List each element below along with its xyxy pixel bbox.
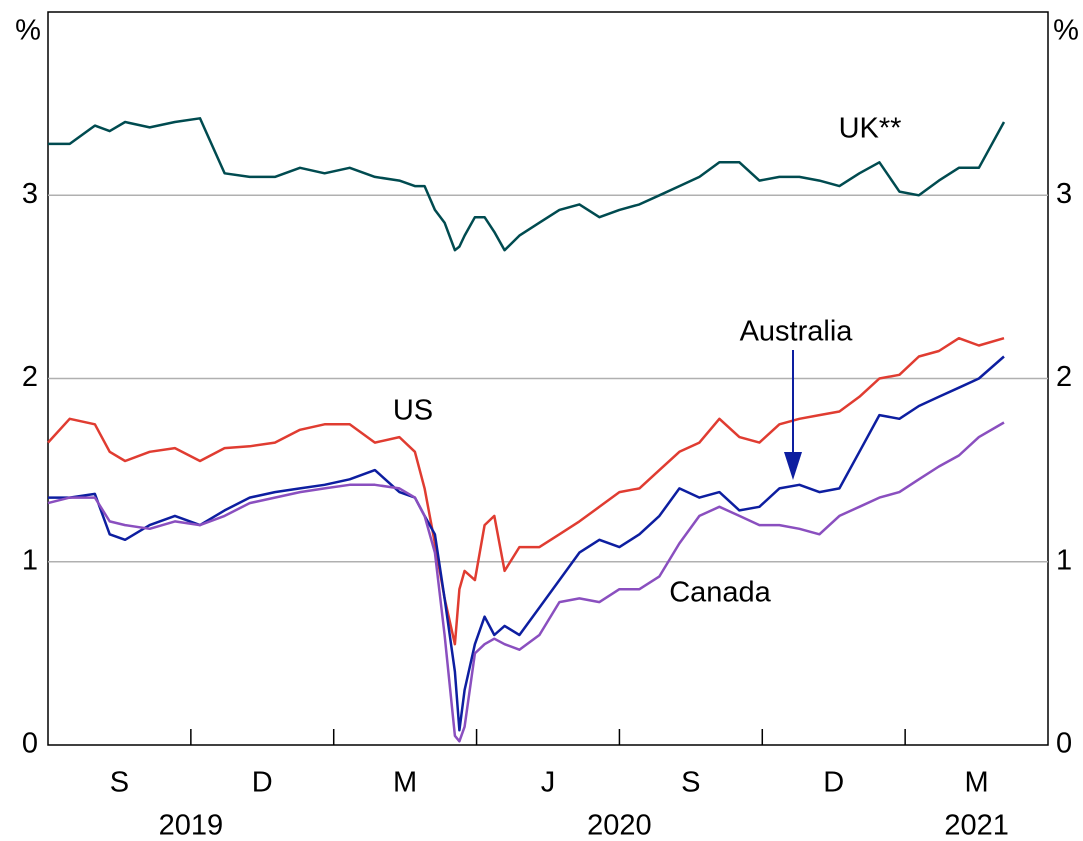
series-label: Australia	[740, 316, 854, 348]
x-year-label: 2021	[944, 810, 1009, 841]
y-tick-label: 2	[22, 361, 38, 393]
y2-tick-label: 0	[1056, 728, 1072, 760]
y2-tick-label: 1	[1056, 544, 1072, 576]
series-label: US	[393, 395, 433, 427]
y-tick-label: 1	[22, 544, 38, 576]
x-tick-label: D	[823, 767, 844, 799]
y-tick-label: 0	[22, 728, 38, 760]
series-line	[48, 117, 1006, 252]
y-tick-label: 3	[22, 178, 38, 210]
x-tick-label: M	[964, 767, 988, 799]
x-tick-label: D	[252, 767, 273, 799]
series-label: Canada	[669, 577, 771, 609]
x-tick-label: S	[681, 767, 700, 799]
y2-tick-label: 3	[1056, 178, 1072, 210]
x-tick-label: S	[110, 767, 129, 799]
x-tick-label: J	[541, 767, 556, 799]
x-tick-label: M	[393, 767, 417, 799]
series-line	[48, 355, 1005, 732]
series-line	[47, 336, 1005, 646]
y-axis-unit: %	[15, 15, 41, 47]
series-line	[47, 421, 1005, 743]
series-label: UK**	[839, 113, 902, 145]
y2-tick-label: 2	[1056, 361, 1072, 393]
x-year-label: 2019	[159, 810, 224, 841]
x-year-label: 2020	[587, 810, 652, 841]
annotation-arrowhead	[784, 452, 802, 480]
y2-axis-unit: %	[1053, 15, 1079, 47]
